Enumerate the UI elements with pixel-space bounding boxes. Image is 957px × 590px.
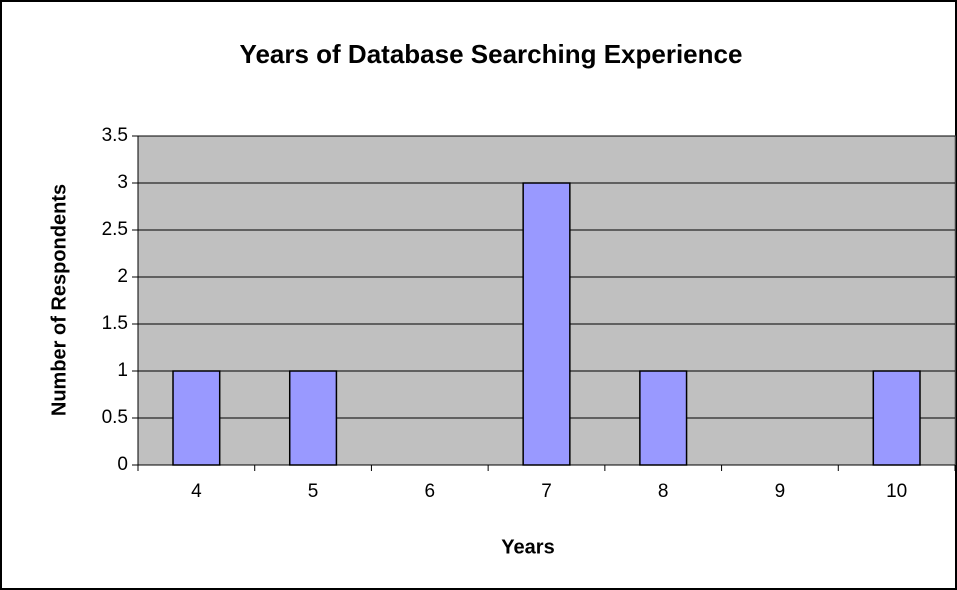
- x-tick-label: 9: [775, 481, 786, 502]
- x-tick-label: 4: [191, 481, 202, 502]
- x-tick-label: 6: [424, 481, 435, 502]
- x-tick-label: 10: [886, 481, 907, 502]
- y-tick-label: 3: [117, 172, 128, 193]
- x-axis-title: Years: [501, 536, 554, 558]
- y-tick-label: 1.5: [102, 313, 128, 334]
- bar: [172, 370, 221, 466]
- y-tick-label: 1: [117, 360, 128, 381]
- bar: [288, 370, 338, 466]
- bar: [522, 182, 571, 466]
- x-tick-label: 5: [308, 481, 319, 502]
- x-tick-label: 7: [541, 481, 552, 502]
- y-axis-title: Number of Respondents: [48, 184, 70, 416]
- y-tick-label: 0: [117, 454, 128, 475]
- x-tick-label: 8: [658, 481, 669, 502]
- bar: [872, 370, 921, 466]
- y-tick-label: 3.5: [102, 125, 128, 146]
- y-tick-label: 2: [117, 266, 128, 287]
- y-tick-label: 0.5: [102, 407, 128, 428]
- y-tick-label: 2.5: [102, 219, 128, 240]
- chart-title: Years of Database Searching Experience: [240, 39, 743, 69]
- bar: [639, 370, 688, 466]
